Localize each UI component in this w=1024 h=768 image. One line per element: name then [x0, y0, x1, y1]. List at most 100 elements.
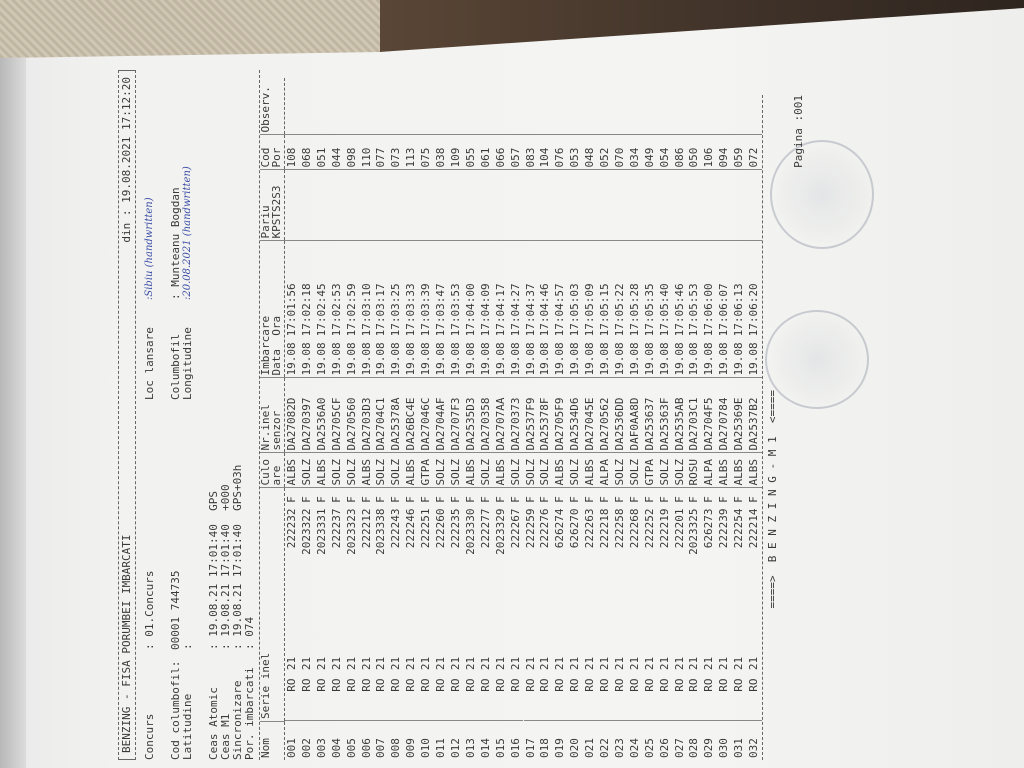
cell-part: 054	[657, 147, 671, 168]
table-cell: 19.08 17:03:10	[359, 241, 375, 378]
cell-part: DA270358	[478, 397, 492, 451]
table-row: 021 RO 21 222263 F ALBS DA27045E 19.08 17:05:09 0…	[583, 78, 599, 761]
cell-part: 21	[538, 656, 552, 671]
table-cell: DA270784	[717, 378, 733, 453]
table-cell: RO 21 222214 F	[747, 488, 762, 722]
column-header: Nom	[259, 721, 285, 760]
cell-part: 014	[478, 738, 492, 758]
cell-part: 17:05:03	[568, 283, 582, 337]
cell-part: 008	[389, 738, 403, 758]
cell-part: RO	[717, 678, 731, 692]
table-cell: RO 21 222254 F	[732, 488, 748, 722]
cell-part: 21	[359, 656, 373, 671]
cell-part: RO	[508, 678, 522, 692]
cell-part: 052	[598, 147, 612, 168]
cell-part: 222277	[478, 508, 492, 549]
cell-part: F	[702, 496, 716, 503]
table-cell: 053	[568, 135, 584, 170]
table-row: 009 RO 21 222246 F ALBS DA26BC4E 19.0817:03:33 1…	[404, 78, 420, 761]
table-cell: SOLZ	[344, 453, 360, 488]
cell-part: ALBS	[583, 459, 597, 486]
table-cell: 003	[315, 722, 330, 761]
divider	[762, 95, 763, 760]
cell-part: 17:04:57	[553, 283, 567, 337]
table-cell: 086	[672, 135, 688, 170]
cell-part: 222246	[404, 508, 418, 549]
table-cell	[284, 78, 300, 135]
table-row: 030 RO 21 222239 F ALBS DA270784 19.08 17:06:07 0…	[717, 78, 733, 761]
cell-part: 21	[434, 656, 448, 671]
cell-part: 222239	[717, 508, 731, 549]
cell-part: F	[732, 496, 746, 503]
cell-part: DA27046C	[419, 397, 433, 451]
column-header: Pariu KPSTS2S3	[259, 170, 285, 241]
table-cell: 106	[702, 135, 718, 170]
cell-part: RO	[463, 678, 477, 692]
table-cell	[299, 78, 315, 135]
table-cell: DA270560	[344, 378, 360, 453]
table-cell	[627, 170, 643, 241]
table-cell: DA25378A	[389, 378, 405, 453]
table-cell	[657, 78, 673, 135]
table-cell: 083	[523, 135, 539, 170]
longitudine-value: :20.08.2021 (handwritten)	[182, 166, 193, 300]
cell-part: 19.08	[717, 342, 731, 376]
cell-part: 21	[702, 656, 716, 671]
table-body: 001 RO 21 222232 F ALBS DA27082D 19.0817:01:56 1…	[284, 78, 762, 761]
cell-part: ALBS	[493, 459, 507, 486]
table-cell: RO 21 222263 F	[583, 488, 599, 722]
cell-part: 19.08	[359, 342, 373, 376]
table-cell	[478, 170, 494, 241]
table-cell: 19.08 17:06:07	[717, 241, 733, 378]
cell-part: 222237	[329, 508, 343, 549]
table-cell: 19.08 17:02:18	[299, 241, 315, 378]
table-cell: ALBS	[314, 453, 330, 488]
table-cell	[702, 78, 718, 135]
table-cell: 19.08 17:05:09	[583, 241, 599, 378]
table-cell	[747, 170, 762, 241]
cell-part: F	[389, 496, 403, 503]
table-cell	[687, 78, 703, 135]
table-cell	[583, 170, 599, 241]
cell-part: 059	[732, 147, 746, 168]
cell-part: 222201	[672, 508, 686, 549]
table-cell	[359, 170, 375, 241]
cell-part: 17:06:07	[717, 283, 731, 337]
table-cell: RO 21 2023325 F	[687, 488, 703, 722]
table-cell: 19.08 17:01:56	[284, 241, 300, 378]
loc-lansare-value: :Sibiu (handwritten)	[144, 197, 155, 300]
cell-part: 066	[493, 147, 507, 168]
cell-part: 21	[717, 656, 731, 671]
table-cell: DA2705CF	[329, 378, 345, 453]
cell-part: DA2535AB	[672, 397, 686, 451]
cell-part: 21	[612, 656, 626, 671]
cell-part: RO	[627, 678, 641, 692]
table-cell: 19.08 17:06:00	[702, 241, 718, 378]
table-cell	[463, 78, 479, 135]
table-cell: 025	[643, 722, 658, 761]
table-cell: DA2704AF	[434, 378, 449, 453]
cell-part: DA27082D	[285, 397, 298, 451]
cell-part: F	[538, 496, 552, 503]
cell-part: ALBS	[285, 459, 298, 486]
table-row: 003 RO 21 2023331 F ALBS DA2536A0 19.08 17:02:45…	[314, 78, 330, 761]
table-cell	[702, 170, 718, 241]
table-cell	[344, 170, 360, 241]
table-cell	[493, 170, 509, 241]
cell-part: DA25363F	[657, 397, 671, 451]
cell-part: RO	[568, 678, 582, 692]
cell-part: F	[612, 496, 626, 503]
cell-part: DA25369E	[732, 397, 746, 451]
table-cell: RO 21 222260 F	[434, 488, 449, 722]
table-cell: DA25378F	[538, 378, 554, 453]
cell-part: 077	[374, 147, 388, 168]
table-cell: RO 21 222235 F	[448, 488, 464, 722]
table-cell	[523, 170, 539, 241]
cell-part: 222263	[583, 508, 597, 549]
table-cell: DA253637	[642, 378, 658, 453]
cell-part: 19.08	[732, 342, 746, 376]
cell-part: RO	[389, 678, 403, 692]
table-cell: 19.08 17:03:33	[404, 241, 420, 378]
table-cell	[389, 78, 405, 135]
cell-part: 002	[299, 738, 313, 758]
